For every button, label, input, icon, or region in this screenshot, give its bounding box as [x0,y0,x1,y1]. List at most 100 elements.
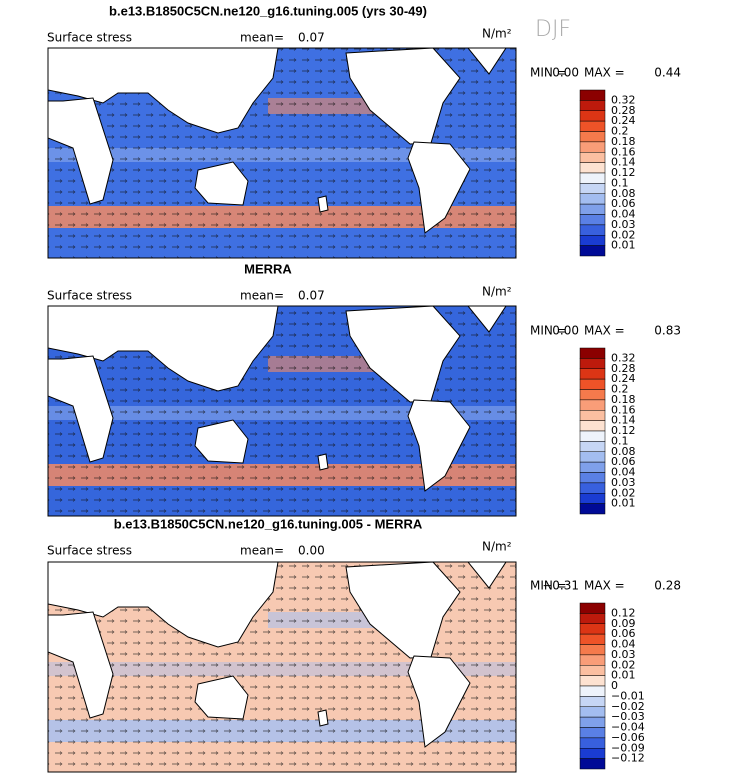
map [47,305,517,517]
colorbar-label: −0.09 [611,741,645,754]
colorbar-label: 0.32 [611,93,636,106]
colorbar-box [579,654,606,666]
season-label: DJF [535,17,571,42]
colorbar-label: 0.09 [611,617,636,630]
min-value: 0.00 [552,324,579,338]
colorbar-label: 0.16 [611,145,636,158]
colorbar-label: −0.03 [611,710,645,723]
colorbar-box [579,441,606,452]
colorbar-box [579,235,606,246]
colorbar-box [579,623,606,635]
colorbar-label: 0.01 [611,669,636,682]
min-value: 0.00 [552,66,579,80]
colorbar-label: −0.12 [611,752,645,765]
colorbar-label: 0.2 [611,383,629,396]
colorbar-label: 0.02 [611,228,636,241]
variable-label: Surface stress [47,31,132,45]
colorbar-box [579,172,606,184]
colorbar-box [579,399,606,411]
colorbar-box [579,131,606,143]
colorbar-box [579,706,606,718]
colorbar-label: −0.06 [611,731,645,744]
max-value: 0.28 [654,579,681,593]
variable-label: Surface stress [47,289,132,303]
colorbar-label: 0.02 [611,486,636,499]
min-label: MIN = [530,66,567,80]
colorbar-label: 0.18 [611,135,636,148]
colorbar-box [579,685,606,697]
colorbar-box [579,410,606,421]
min-label: MIN = [530,324,567,338]
colorbar-label: 0.28 [611,362,636,375]
colorbar-label: 0.12 [611,424,636,437]
colorbar-box [579,716,606,728]
max-label: MAX = [584,579,625,593]
colorbar-box [579,420,606,432]
colorbar-box [579,141,606,153]
colorbar-box [579,224,606,236]
colorbar-label: 0.1 [611,176,629,189]
colorbar-label: 0.12 [611,166,636,179]
colorbar-box [579,430,606,442]
colorbar-label: 0.16 [611,403,636,416]
mean-value: 0.07 [298,31,325,45]
colorbar-label: −0.01 [611,689,645,702]
colorbar-label: 0.03 [611,218,636,231]
colorbar-label: 0.04 [611,466,636,479]
colorbar-box [579,110,606,122]
panel-title: b.e13.B1850C5CN.ne120_g16.tuning.005 - M… [114,516,423,531]
colorbar-box [579,613,606,624]
colorbar-label: 0.03 [611,476,636,489]
panel-title: b.e13.B1850C5CN.ne120_g16.tuning.005 (yr… [109,3,427,18]
colorbar-label: 0.1 [611,434,629,447]
mean-value: 0.07 [298,289,325,303]
colorbar-label: 0.01 [611,497,636,510]
colorbar-label: 0.18 [611,393,636,406]
colorbar-box [579,358,606,369]
colorbar-label: 0.12 [611,606,636,619]
colorbar-label: 0.24 [611,372,636,385]
colorbar-box [579,461,606,473]
colorbar-box [579,451,606,463]
colorbar-box [579,633,606,645]
max-value: 0.83 [654,324,681,338]
min-value: −0.31 [542,579,579,593]
colorbar-label: 0.14 [611,414,636,427]
colorbar-label: 0.03 [611,648,636,661]
colorbar-label: 0.24 [611,114,636,127]
colorbar-label: 0.06 [611,627,636,640]
max-label: MAX = [584,66,625,80]
map-frame [47,305,517,517]
colorbar-box [579,503,606,515]
colorbar-box [579,89,606,101]
colorbar-label: 0.32 [611,351,636,364]
units-label: N/m² [482,540,512,554]
colorbar-box [579,748,606,759]
mean-value: 0.00 [298,544,325,558]
colorbar-label: 0.14 [611,156,636,169]
colorbar-box [579,675,606,687]
colorbar-label: −0.04 [611,721,645,734]
colorbar-box [579,245,606,257]
colorbar-label: 0.2 [611,125,629,138]
mean-label: mean= [240,289,284,303]
colorbar-box [579,472,606,484]
colorbar-box [579,368,606,380]
map-frame [47,561,517,773]
variable-label: Surface stress [47,544,132,558]
colorbar-box [579,152,606,163]
colorbar-label: 0.06 [611,455,636,468]
max-value: 0.44 [654,66,681,80]
colorbar-label: 0.04 [611,638,636,651]
colorbar-box [579,696,606,707]
colorbar-box [579,758,606,770]
colorbar-box [579,193,606,205]
colorbar-label: 0.08 [611,187,636,200]
colorbar-box [579,389,606,401]
colorbar-box [579,482,606,494]
mean-label: mean= [240,544,284,558]
colorbar-label: 0.28 [611,104,636,117]
map [47,561,517,773]
colorbar-box [579,203,606,215]
colorbar-box [579,378,606,390]
